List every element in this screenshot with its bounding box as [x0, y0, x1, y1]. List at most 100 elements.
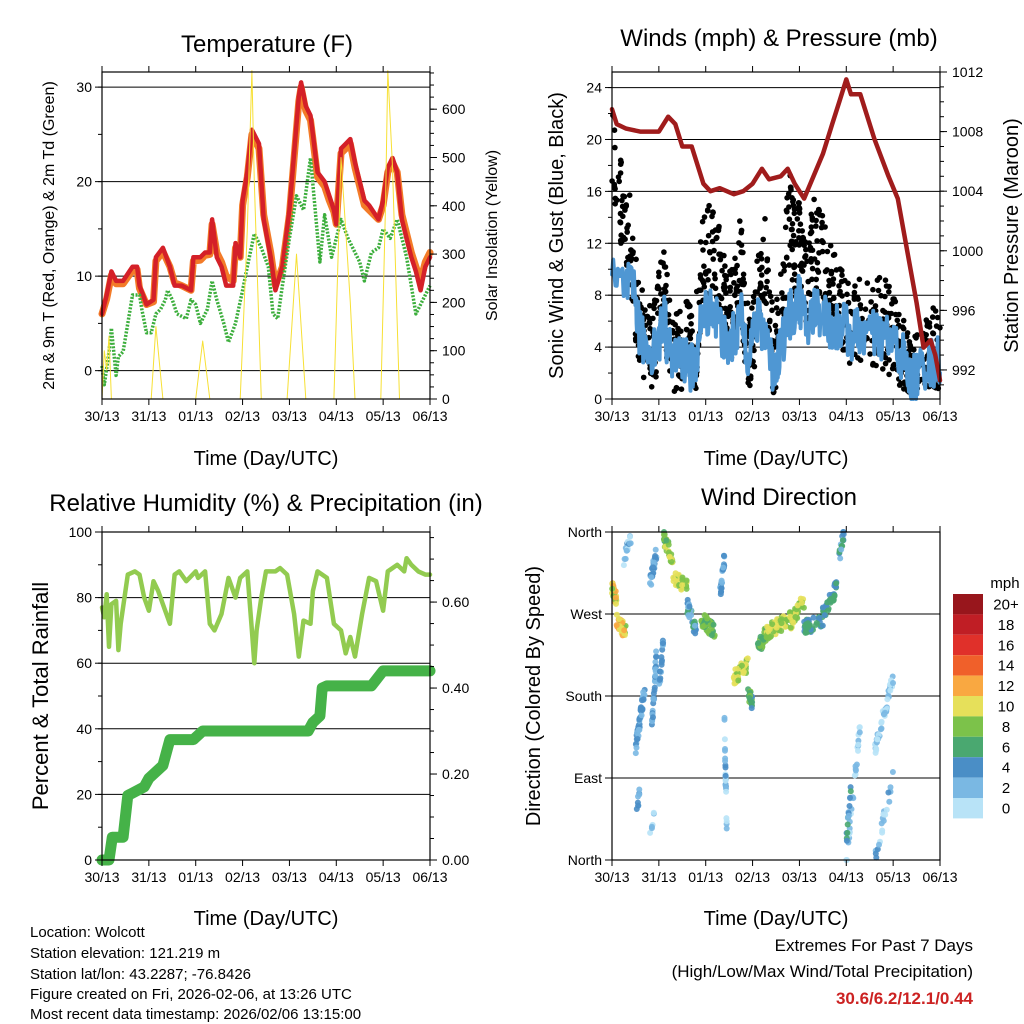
wind-direction-point	[691, 622, 698, 629]
wind-direction-point	[721, 552, 727, 559]
wind-direction-point	[650, 695, 657, 702]
wind-direction-point	[856, 729, 863, 736]
wind-direction-point	[640, 696, 647, 703]
y-tick-label: 40	[76, 721, 92, 737]
gust-point	[686, 314, 693, 320]
gust-point	[791, 210, 798, 217]
gust-point	[831, 295, 837, 302]
gust-point	[795, 200, 802, 206]
station-info: Location: Wolcott Station elevation: 121…	[30, 924, 361, 1023]
gust-point	[653, 297, 660, 304]
gust-point	[809, 265, 816, 272]
gust-point	[789, 277, 796, 283]
wind-direction-point	[873, 854, 880, 861]
gust-point	[930, 330, 937, 337]
gust-point	[900, 317, 907, 324]
gust-point	[661, 264, 668, 270]
gust-point	[738, 227, 745, 234]
gust-point	[801, 262, 807, 268]
gust-point	[629, 235, 636, 242]
gust-point	[867, 351, 873, 357]
gust-point	[824, 267, 830, 273]
x-tick-label: 01/13	[178, 408, 213, 424]
y2-tick-label: 1000	[952, 243, 983, 259]
chart-title: Wind Direction	[701, 484, 857, 511]
wind-direction-point	[653, 653, 659, 660]
wind-direction-point	[647, 829, 654, 836]
wind-direction-point	[722, 747, 728, 754]
gust-point	[711, 271, 718, 278]
y-axis-title: Direction (Colored By Speed)	[523, 566, 545, 826]
gust-point	[664, 271, 670, 278]
gust-point	[808, 229, 815, 235]
wind-direction-point	[635, 793, 641, 800]
gust-point	[789, 226, 795, 233]
legend-label: 20+	[993, 597, 1019, 614]
wind-direction-point	[792, 614, 799, 620]
gust-point	[933, 323, 940, 329]
gust-point	[873, 362, 879, 369]
x-tick-label: 04/13	[829, 869, 864, 885]
gust-point	[789, 246, 795, 253]
wind-direction-point	[672, 570, 679, 577]
gust-point	[647, 325, 653, 332]
gust-point	[787, 184, 794, 190]
wind-direction-point	[746, 695, 753, 701]
gust-point	[757, 266, 763, 273]
legend-swatch	[953, 736, 983, 758]
gust-point	[880, 366, 886, 372]
gust-point	[824, 248, 831, 255]
wind-direction-point	[719, 579, 725, 586]
gust-point	[830, 306, 836, 313]
y-tick-label: 0	[594, 391, 602, 407]
y-tick-label: East	[574, 770, 602, 786]
gust-point	[886, 357, 892, 363]
y2-tick-label: 0.20	[442, 766, 469, 782]
y-tick-label: 30	[76, 79, 92, 95]
gust-point	[814, 238, 820, 244]
gust-point	[710, 209, 716, 215]
wind-direction-point	[699, 623, 706, 630]
gust-point	[870, 286, 876, 293]
wind-direction-point	[886, 798, 893, 805]
wind-direction-point	[819, 622, 826, 629]
wind-direction-point	[639, 707, 646, 713]
gust-point	[814, 267, 821, 274]
gust-point	[699, 218, 706, 225]
gust-point	[758, 272, 765, 278]
gust-point	[709, 238, 716, 245]
gust-point	[697, 239, 704, 245]
gust-point	[666, 297, 673, 304]
gust-point	[827, 242, 834, 249]
wind-direction-point	[626, 540, 633, 547]
gust-point	[712, 275, 718, 282]
wind-direction-point	[847, 794, 853, 801]
y2-tick-label: 600	[442, 101, 466, 117]
gust-point	[704, 208, 711, 214]
gust-point	[819, 219, 825, 226]
wind-direction-point	[635, 726, 642, 733]
wind-direction-point	[651, 687, 658, 694]
gust-point	[899, 324, 906, 331]
wind-direction-point	[851, 772, 858, 779]
gust-point	[875, 287, 882, 294]
wind-direction-point	[652, 553, 659, 559]
gust-point	[764, 278, 770, 285]
legend-label: 8	[1002, 719, 1010, 736]
gust-point	[772, 322, 779, 329]
wind-direction-point	[723, 788, 730, 795]
gust-point	[731, 280, 737, 286]
gust-point	[653, 369, 659, 375]
wind-direction-point	[878, 719, 885, 726]
gust-point	[837, 288, 843, 295]
wind-direction-point	[722, 762, 729, 769]
gust-point	[701, 263, 707, 270]
x-tick-label: 05/13	[876, 869, 911, 885]
wind-direction-point	[612, 594, 619, 601]
gust-point	[720, 284, 727, 291]
wind-direction-point	[660, 640, 666, 647]
gust-point	[796, 206, 803, 212]
x-tick-label: 02/13	[735, 869, 770, 885]
y-tick-label: 8	[594, 287, 602, 303]
gust-point	[892, 298, 899, 305]
